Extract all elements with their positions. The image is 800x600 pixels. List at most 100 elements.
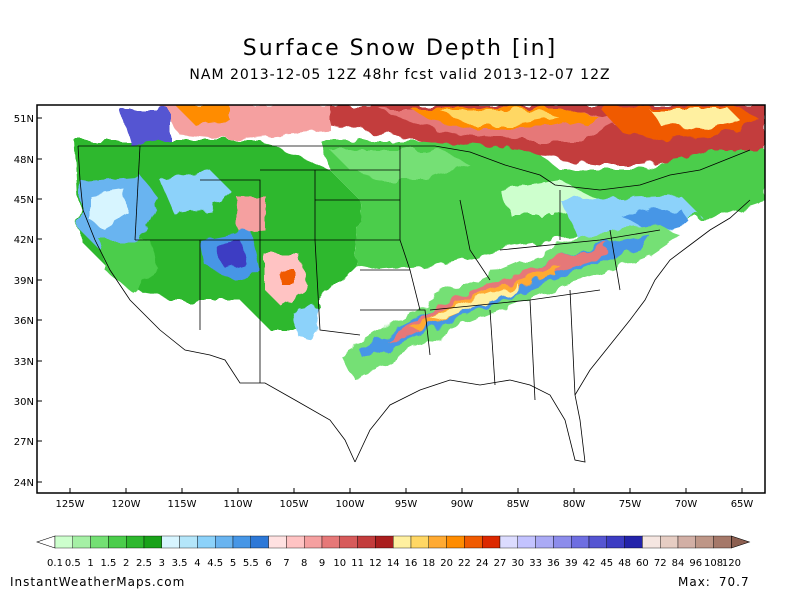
site-credit: InstantWeatherMaps.com: [10, 575, 186, 589]
legend-label: 2: [123, 558, 129, 569]
legend-swatch: [250, 535, 269, 549]
lon-label: 120W: [112, 499, 141, 510]
legend-swatch: [339, 535, 358, 549]
legend-label: 108: [704, 558, 723, 569]
legend-label: 27: [494, 558, 507, 569]
lon-ticks: [69, 488, 743, 493]
legend-swatch: [214, 535, 234, 549]
lat-label: 48N: [14, 155, 34, 166]
lon-labels: 125W 120W 115W 110W 105W 100W 95W 90W 85…: [56, 499, 754, 510]
legend-label: 6: [265, 558, 271, 569]
legend-swatch: [321, 535, 340, 549]
legend-label: 120: [722, 558, 741, 569]
lon-label: 70W: [675, 499, 698, 510]
legend-label: 60: [636, 558, 649, 569]
legend-label: 7: [283, 558, 289, 569]
max-value-readout: Max: 70.7: [670, 575, 750, 589]
legend-swatch: [606, 535, 625, 549]
lon-label: 115W: [168, 499, 197, 510]
lat-label: 42N: [14, 235, 34, 246]
legend-label: 10: [333, 558, 346, 569]
legend-swatch: [446, 535, 465, 549]
lat-labels: 51N 48N 45N 42N 39N 36N 33N 30N 27N 24N: [14, 114, 34, 489]
lat-label: 24N: [14, 478, 34, 489]
legend-label: 0.1: [47, 558, 63, 569]
legend-swatch: [677, 535, 696, 549]
legend-label: 8: [301, 558, 307, 569]
lon-label: 105W: [280, 499, 309, 510]
lat-label: 33N: [14, 357, 34, 368]
lon-label: 75W: [619, 499, 642, 510]
legend-arrow-left: [36, 535, 56, 549]
legend-swatch: [375, 535, 394, 549]
legend-swatch: [624, 535, 643, 549]
legend-swatch: [713, 535, 732, 549]
legend-label: 18: [422, 558, 435, 569]
legend-label: 22: [458, 558, 471, 569]
legend-label: 5: [230, 558, 236, 569]
legend-swatch: [517, 535, 536, 549]
legend-swatch: [197, 535, 216, 549]
lat-label: 45N: [14, 195, 34, 206]
legend-swatch: [464, 535, 483, 549]
lon-label: 100W: [336, 499, 365, 510]
legend-label: 1: [87, 558, 93, 569]
legend-label: 5.5: [243, 558, 259, 569]
legend-swatch: [357, 535, 376, 549]
legend-label: 24: [476, 558, 489, 569]
legend-swatch: [695, 535, 714, 549]
legend-swatch: [482, 535, 501, 549]
lon-label: 65W: [731, 499, 754, 510]
legend-swatch: [304, 535, 323, 549]
lon-label: 110W: [224, 499, 253, 510]
legend-label: 30: [511, 558, 524, 569]
legend-swatch: [179, 535, 198, 549]
legend-swatch: [54, 535, 73, 549]
lon-label: 85W: [507, 499, 530, 510]
legend-label: 3.5: [172, 558, 188, 569]
lat-label: 39N: [14, 276, 34, 287]
legend-swatch: [108, 535, 127, 549]
legend-label: 33: [529, 558, 542, 569]
legend-swatch: [499, 535, 518, 549]
legend-label: 11: [351, 558, 364, 569]
legend-swatch: [428, 535, 447, 549]
legend-label: 1.5: [100, 558, 116, 569]
legend-label: 20: [440, 558, 453, 569]
map-title: Surface Snow Depth [in]: [242, 36, 558, 61]
legend-label: 84: [672, 558, 685, 569]
map-frame: [36, 104, 766, 494]
legend-label: 2.5: [136, 558, 152, 569]
legend-label: 3: [159, 558, 165, 569]
legend-swatch: [90, 535, 109, 549]
legend-swatch: [588, 535, 607, 549]
lat-label: 27N: [14, 437, 34, 448]
map-boundaries: [77, 145, 751, 463]
lat-ticks: [37, 117, 42, 483]
max-label: Max:: [678, 575, 711, 589]
legend-label: 39: [565, 558, 578, 569]
lat-label: 51N: [14, 114, 34, 125]
legend-label: 45: [600, 558, 613, 569]
legend-label: 4.5: [207, 558, 223, 569]
lon-label: 125W: [56, 499, 85, 510]
legend-label: 96: [689, 558, 702, 569]
legend-swatch: [393, 535, 412, 549]
legend-label: 48: [618, 558, 631, 569]
legend-swatch: [125, 535, 145, 549]
legend-label: 16: [405, 558, 418, 569]
legend-labels: 0.1 0.5 1 1.5 2 2.5 3 3.5 4 4.5 5 5.5 6 7 8 9 10 11 12 14 16…: [47, 558, 741, 569]
legend-swatch: [232, 535, 251, 549]
legend-arrow-right: [731, 535, 751, 549]
legend-label: 14: [387, 558, 400, 569]
legend-label: 36: [547, 558, 560, 569]
legend-swatch: [143, 535, 162, 549]
lon-label: 80W: [563, 499, 586, 510]
lat-label: 30N: [14, 397, 34, 408]
map-subtitle: NAM 2013-12-05 12Z 48hr fcst valid 2013-…: [189, 67, 611, 83]
color-legend: [36, 535, 751, 549]
max-value: 70.7: [718, 575, 750, 589]
legend-label: 4: [194, 558, 200, 569]
lon-label: 95W: [395, 499, 418, 510]
